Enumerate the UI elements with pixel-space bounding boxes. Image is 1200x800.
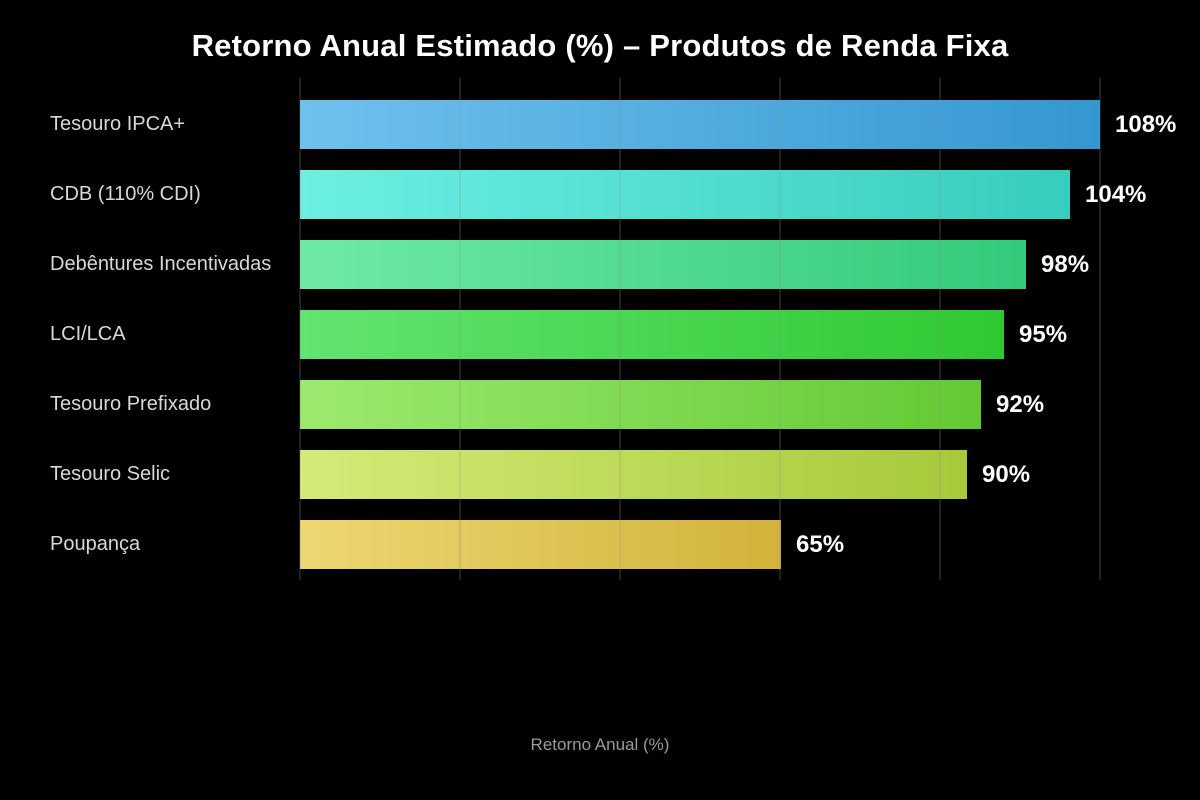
bar-row: Poupança 65% [0, 520, 1200, 569]
bar [300, 170, 1070, 219]
category-label: Debêntures Incentivadas [50, 253, 272, 275]
bar [300, 380, 981, 429]
gridline [299, 78, 301, 580]
category-label: CDB (110% CDI) [50, 183, 201, 205]
bar-row: Tesouro IPCA+ 108% [0, 100, 1200, 149]
bar-row: LCI/LCA 95% [0, 310, 1200, 359]
category-label: Tesouro Prefixado [50, 393, 212, 415]
value-label: 65% [796, 531, 845, 558]
bar-row: Debêntures Incentivadas 98% [0, 240, 1200, 289]
gridline [1099, 78, 1101, 580]
bar-row: CDB (110% CDI) 104% [0, 170, 1200, 219]
value-label: 108% [1115, 111, 1177, 138]
value-label: 90% [982, 461, 1031, 488]
bar [300, 100, 1100, 149]
category-label: Tesouro IPCA+ [50, 113, 186, 135]
category-label: Tesouro Selic [50, 463, 171, 485]
chart-title: Retorno Anual Estimado (%) – Produtos de… [191, 28, 1009, 63]
gridline [619, 78, 621, 580]
bar [300, 240, 1026, 289]
value-label: 104% [1085, 181, 1147, 208]
value-label: 98% [1041, 251, 1090, 278]
bar [300, 450, 967, 499]
gridline [779, 78, 781, 580]
gridline [459, 78, 461, 580]
bar-row: Tesouro Prefixado 92% [0, 380, 1200, 429]
x-axis-label: Retorno Anual (%) [530, 735, 670, 754]
category-label: LCI/LCA [50, 323, 126, 345]
bar [300, 310, 1004, 359]
category-label: Poupança [50, 533, 141, 555]
bar-row: Tesouro Selic 90% [0, 450, 1200, 499]
bar [300, 520, 781, 569]
gridline [939, 78, 941, 580]
value-label: 92% [996, 391, 1045, 418]
value-label: 95% [1019, 321, 1068, 348]
